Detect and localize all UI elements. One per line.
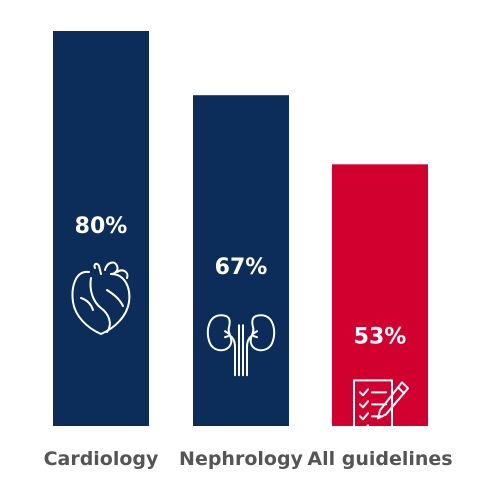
value-label-cardiology: 80% (75, 214, 128, 239)
heart-icon (71, 261, 131, 335)
bar-all-guidelines (332, 164, 428, 426)
value-label-all-guidelines: 53% (354, 324, 407, 349)
category-label-all-guidelines: All guidelines (307, 448, 452, 470)
bar-cardiology (53, 31, 149, 426)
value-label-nephrology: 67% (215, 255, 268, 280)
category-label-cardiology: Cardiology (44, 448, 159, 470)
kidneys-icon (206, 314, 276, 377)
bar-nephrology (193, 95, 289, 426)
checklist-pencil-icon (353, 379, 409, 440)
category-labels-group: Cardiology Nephrology All guidelines (44, 448, 453, 470)
category-label-nephrology: Nephrology (179, 448, 304, 470)
bars-group (53, 31, 428, 426)
value-labels-group: 80% 67% 53% (75, 214, 407, 349)
